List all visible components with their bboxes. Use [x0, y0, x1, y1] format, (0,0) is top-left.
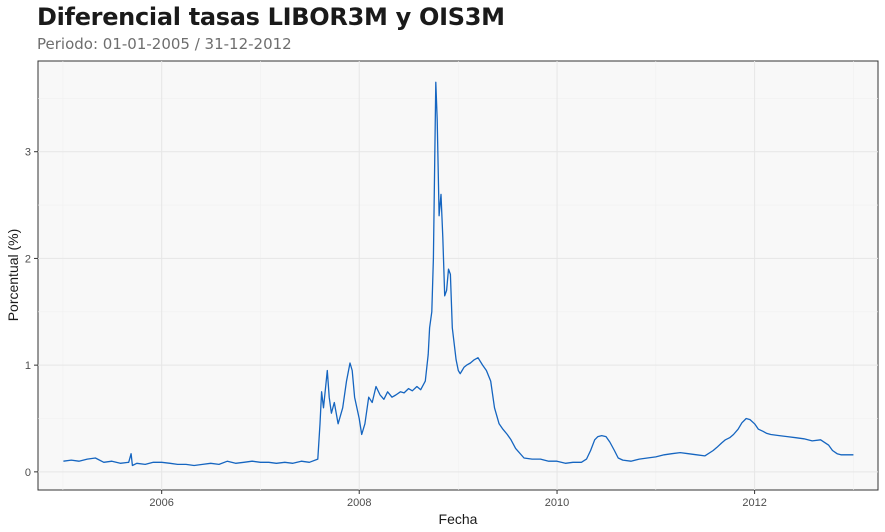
y-tick-label: 0 — [25, 467, 31, 479]
x-tick-label: 2012 — [742, 497, 766, 509]
grid-lines — [38, 61, 878, 490]
y-tick-label: 3 — [25, 147, 31, 159]
x-tick-label: 2010 — [545, 497, 569, 509]
x-tick-label: 2008 — [347, 497, 371, 509]
x-axis-label: Fecha — [439, 511, 478, 527]
chart-title: Diferencial tasas LIBOR3M y OIS3M — [37, 3, 505, 31]
y-axis-ticks: 0 1 2 3 — [25, 147, 38, 479]
x-tick-label: 2006 — [149, 497, 173, 509]
y-axis-label: Porcentual (%) — [5, 229, 21, 322]
chart-subtitle: Periodo: 01-01-2005 / 31-12-2012 — [37, 35, 292, 53]
series-line — [63, 81, 854, 467]
y-tick-label: 2 — [25, 253, 31, 265]
x-axis-ticks: 2006 2008 2010 2012 — [149, 490, 767, 509]
y-tick-label: 1 — [25, 360, 31, 372]
